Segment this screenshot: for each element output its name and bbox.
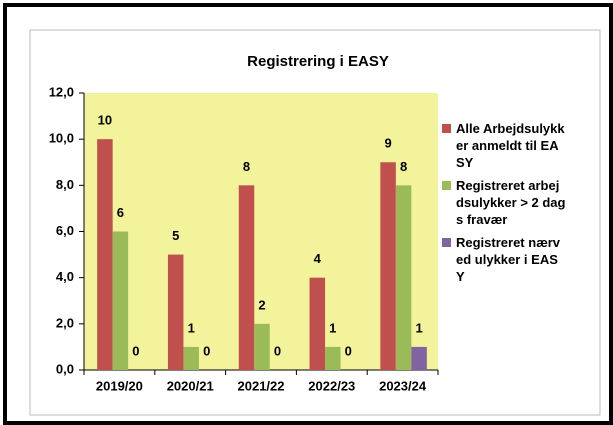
y-tick-label: 2,0 xyxy=(56,315,74,330)
y-tick-label: 0,0 xyxy=(56,361,74,376)
bar xyxy=(380,162,396,370)
data-label: 1 xyxy=(188,320,195,335)
bar xyxy=(395,185,412,370)
y-tick-label: 10,0 xyxy=(49,131,74,146)
legend-label: Registreret nærved ulykker i EASY xyxy=(456,235,561,284)
legend-item: Registreret arbejdsulykker > 2 dags frav… xyxy=(442,177,572,228)
x-tick-label: 2021/22 xyxy=(238,378,285,393)
bar xyxy=(112,231,129,370)
data-label: 1 xyxy=(415,320,422,335)
bar xyxy=(325,346,341,370)
y-tick-label: 4,0 xyxy=(56,269,74,284)
data-label: 0 xyxy=(203,343,210,358)
bar xyxy=(97,139,113,370)
bar xyxy=(238,185,255,370)
data-label: 1 xyxy=(329,320,336,335)
bar xyxy=(309,277,326,370)
x-tick-label: 2023/24 xyxy=(379,378,427,393)
data-label: 6 xyxy=(117,205,124,220)
frame xyxy=(3,3,613,425)
data-label: 5 xyxy=(172,228,179,243)
legend-swatch xyxy=(442,124,451,133)
bar xyxy=(183,346,199,370)
chart-title: Registrering i EASY xyxy=(247,53,389,70)
data-label: 0 xyxy=(132,343,139,358)
x-tick-label: 2022/23 xyxy=(308,378,355,393)
data-label: 4 xyxy=(314,251,322,266)
x-tick-label: 2019/20 xyxy=(96,378,143,393)
data-label: 8 xyxy=(243,159,250,174)
data-label: 0 xyxy=(345,343,352,358)
legend-swatch xyxy=(442,181,451,190)
data-label: 10 xyxy=(98,113,112,128)
legend-item: Alle Arbejdsulykker anmeldt til EASY xyxy=(442,120,572,171)
x-tick-label: 2020/21 xyxy=(167,378,214,393)
y-tick-label: 12,0 xyxy=(49,84,74,99)
y-tick-label: 6,0 xyxy=(56,223,74,238)
bar xyxy=(167,254,184,370)
legend-swatch xyxy=(442,238,451,247)
bar xyxy=(411,346,427,370)
legend-label: Alle Arbejdsulykker anmeldt til EASY xyxy=(456,121,565,170)
legend-item: Registreret nærved ulykker i EASY xyxy=(442,234,572,285)
data-label: 9 xyxy=(384,136,391,151)
data-label: 2 xyxy=(258,297,265,312)
y-tick-label: 8,0 xyxy=(56,177,74,192)
data-label: 8 xyxy=(400,159,407,174)
data-label: 0 xyxy=(274,343,281,358)
legend-label: Registreret arbejdsulykker > 2 dags frav… xyxy=(456,178,566,227)
legend: Alle Arbejdsulykker anmeldt til EASY Regi… xyxy=(442,120,572,285)
bar xyxy=(254,323,270,370)
